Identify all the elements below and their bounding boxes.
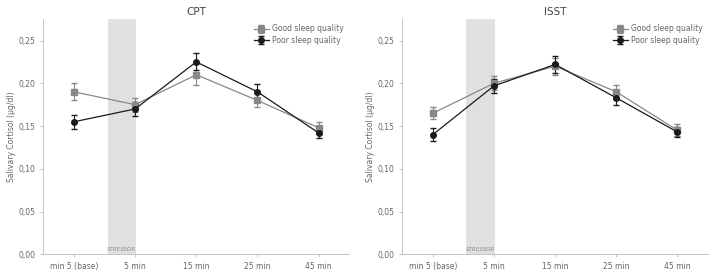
Text: STRESSOR: STRESSOR [465, 247, 495, 252]
Y-axis label: Salivary Cortisol (µg/dl): Salivary Cortisol (µg/dl) [7, 91, 16, 182]
Bar [466, 19, 494, 254]
Title: CPT: CPT [187, 7, 206, 17]
Bar [107, 19, 135, 254]
Text: STRESSOR: STRESSOR [107, 247, 136, 252]
Y-axis label: Salivary Cortisol (µg/dl): Salivary Cortisol (µg/dl) [366, 91, 375, 182]
Legend: Good sleep quality, Poor sleep quality: Good sleep quality, Poor sleep quality [252, 23, 345, 46]
Title: ISST: ISST [544, 7, 566, 17]
Legend: Good sleep quality, Poor sleep quality: Good sleep quality, Poor sleep quality [611, 23, 704, 46]
